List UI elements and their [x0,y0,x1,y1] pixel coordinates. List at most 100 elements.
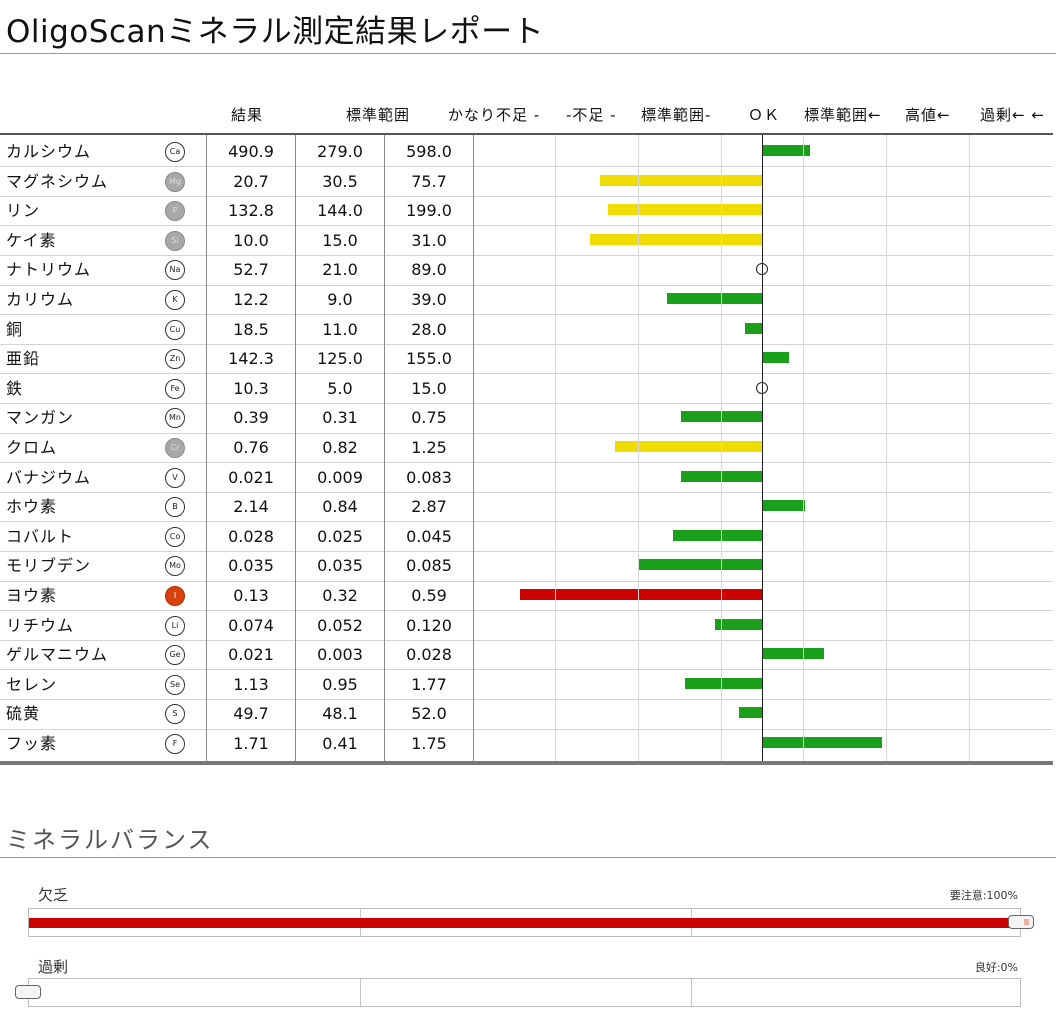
range-max-value: 0.75 [411,408,447,428]
mineral-name: モリブデン [6,556,92,576]
deviation-bar [638,559,762,571]
range-max-value: 0.59 [411,586,447,605]
row-divider [0,195,1053,197]
mineral-name: カリウム [6,290,75,309]
table-row: フッ素 F 1.71 0.41 1.75 [0,729,1053,759]
range-max-value: 0.120 [406,615,452,635]
deviation-bar [673,529,762,541]
result-value: 49.7 [233,704,269,724]
range-max-value: 52.0 [411,704,447,724]
table-row: 銅 Cu 18.5 11.0 28.0 [0,315,1053,345]
grid-line [384,135,385,761]
mineral-name: マンガン [6,408,75,428]
range-min-value: 0.41 [322,734,358,753]
row-divider [0,314,1053,316]
range-max-value: 1.77 [411,674,447,694]
mineral-name: ヨウ素 [6,586,58,605]
row-divider [0,254,1053,256]
result-value: 18.5 [233,319,269,339]
row-divider [0,343,1053,345]
result-value: 0.021 [228,645,274,665]
result-value: 52.7 [233,260,269,280]
row-divider [0,610,1053,612]
deviation-bar [763,648,824,660]
row-divider [0,225,1053,227]
deficiency-note: 要注意:100% [949,889,1018,902]
grid-line [473,135,474,761]
result-value: 0.76 [233,438,269,457]
row-divider [0,402,1053,404]
deviation-bar [684,677,762,689]
row-divider [0,639,1053,641]
table-row: 亜鉛 Zn 142.3 125.0 155.0 [0,344,1053,374]
table-row: マンガン Mn 0.39 0.31 0.75 [0,403,1053,433]
header-high: 高値← [905,106,951,124]
range-max-value: 199.0 [406,201,452,221]
deviation-bar [714,618,762,630]
table-row: コバルト Co 0.028 0.025 0.045 [0,522,1053,552]
table-row: リン P 132.8 144.0 199.0 [0,196,1053,226]
range-min-value: 0.009 [317,467,363,487]
mineral-name: ケイ素 [6,230,57,250]
range-max-value: 0.085 [406,556,452,576]
header-low: -不足 - [566,106,617,124]
mineral-name: フッ素 [6,734,58,753]
table-row: リチウム Li 0.074 0.052 0.120 [0,611,1053,641]
table-row: ナトリウム Na 52.7 21.0 89.0 [0,255,1053,285]
grid-line [555,135,556,761]
deviation-bar [615,441,762,452]
result-value: 0.074 [228,615,274,635]
row-divider [0,580,1053,582]
mineral-name: ナトリウム [6,260,92,280]
result-value: 0.39 [233,408,269,428]
table-row: カリウム K 12.2 9.0 39.0 [0,285,1053,315]
element-symbol-icon: V [165,467,185,488]
mineral-name: 硫黄 [6,704,41,724]
header-standard-range: 標準範囲 [346,106,411,124]
range-max-value: 89.0 [411,260,447,280]
range-max-value: 155.0 [406,349,452,369]
row-divider [0,698,1053,700]
range-max-value: 39.0 [411,290,447,309]
result-value: 0.035 [228,556,274,576]
row-divider [0,669,1053,671]
deviation-bar [738,707,762,719]
mineral-name: ホウ素 [6,497,58,517]
element-symbol-icon: Cu [165,319,185,340]
range-max-value: 1.75 [411,734,447,753]
range-max-value: 28.0 [411,319,447,339]
result-value: 0.021 [228,467,274,487]
balance-section-title: ミネラルバランス [6,826,214,854]
range-min-value: 15.0 [322,230,358,250]
excess-note: 良好:0% [974,961,1018,974]
row-divider [0,373,1053,375]
mineral-name: コバルト [6,526,75,546]
element-symbol-icon: F [165,734,185,754]
row-divider [0,550,1053,552]
deficiency-slider-handle[interactable] [1008,915,1034,929]
table-row: バナジウム V 0.021 0.009 0.083 [0,463,1053,493]
range-max-value: 1.25 [411,438,447,457]
balance-divider [0,857,1056,858]
element-symbol-icon: Co [165,526,185,547]
range-min-value: 0.035 [317,556,363,576]
element-symbol-icon: Se [165,674,185,695]
element-symbol-icon: I [165,586,185,606]
mineral-name: 鉄 [6,378,24,398]
row-divider [0,432,1053,434]
range-max-value: 2.87 [411,497,447,517]
element-symbol-icon: Cr [165,438,185,458]
result-value: 10.0 [233,230,269,250]
element-symbol-icon: Ca [165,142,185,162]
grid-line [295,135,296,761]
deviation-bar [763,737,882,748]
result-value: 490.9 [228,142,274,161]
grid-line [886,135,887,761]
grid-line [638,135,639,761]
range-max-value: 0.028 [406,645,452,665]
excess-slider-handle[interactable] [15,985,41,999]
mineral-name: 銅 [6,319,24,339]
result-value: 1.71 [233,734,269,753]
mineral-name: 亜鉛 [6,349,41,369]
mineral-name: リン [6,201,41,221]
